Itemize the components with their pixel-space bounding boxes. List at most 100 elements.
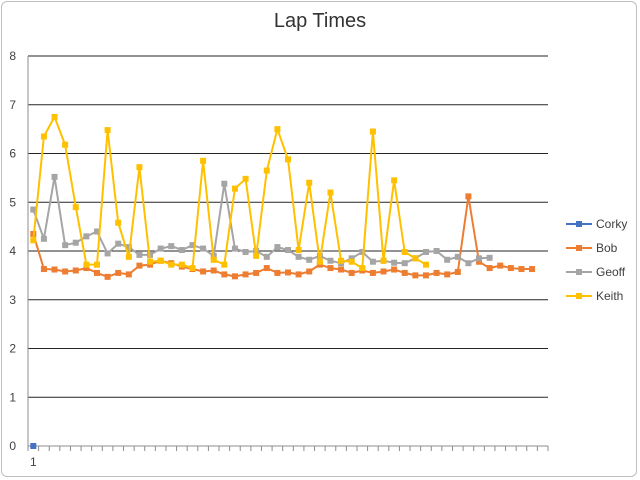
data-point-bob	[338, 266, 345, 273]
y-tick-label: 1	[9, 390, 16, 404]
data-point-geoff	[486, 254, 493, 261]
legend: Corky Bob Geoff Keith	[566, 217, 627, 303]
data-point-bob	[253, 269, 260, 276]
data-point-keith	[200, 157, 207, 164]
data-point-keith	[316, 258, 323, 265]
data-point-bob	[529, 266, 536, 273]
data-point-geoff	[295, 253, 302, 260]
data-point-geoff	[433, 248, 440, 254]
data-point-geoff	[51, 173, 58, 180]
y-tick-label: 0	[9, 439, 16, 453]
data-point-geoff	[136, 251, 143, 258]
data-point-geoff	[93, 228, 100, 235]
data-point-bob	[62, 268, 69, 275]
legend-label: Keith	[596, 289, 623, 303]
data-point-keith	[412, 255, 419, 262]
data-point-bob	[83, 265, 90, 272]
data-point-geoff	[327, 257, 334, 264]
data-point-keith	[93, 261, 100, 268]
chart-title: Lap Times	[273, 10, 367, 32]
data-point-geoff	[157, 245, 164, 252]
data-point-geoff	[422, 248, 429, 255]
series-keith	[30, 113, 429, 272]
data-point-bob	[285, 269, 291, 276]
data-point-corky	[30, 443, 37, 449]
data-point-bob	[72, 267, 79, 274]
data-point-geoff	[104, 250, 111, 257]
data-point-geoff	[62, 242, 69, 249]
data-point-geoff	[401, 260, 408, 267]
data-point-bob	[93, 269, 100, 276]
legend-entry-geoff: Geoff	[566, 265, 626, 279]
legend-entry-keith: Keith	[566, 289, 623, 303]
data-point-keith	[189, 265, 196, 272]
legend-label: Corky	[596, 217, 627, 231]
legend-marker	[576, 221, 582, 227]
data-point-geoff	[83, 233, 90, 240]
data-point-keith	[221, 261, 228, 268]
data-point-bob	[104, 273, 111, 280]
data-point-bob	[263, 265, 270, 272]
data-point-geoff	[200, 245, 207, 252]
data-point-keith	[348, 258, 355, 265]
x-axis: 1	[27, 446, 549, 469]
legend-label: Geoff	[596, 265, 626, 279]
data-point-keith	[242, 175, 249, 182]
data-point-geoff	[454, 253, 461, 260]
legend-entry-bob: Bob	[566, 241, 618, 255]
data-point-bob	[433, 269, 440, 276]
series-corky	[30, 443, 37, 449]
data-point-keith	[72, 204, 79, 211]
data-point-bob	[242, 271, 249, 278]
data-point-bob	[369, 269, 376, 276]
data-point-keith	[263, 167, 270, 174]
data-point-keith	[168, 261, 175, 268]
y-tick-label: 2	[9, 342, 16, 356]
data-point-geoff	[263, 253, 270, 260]
data-point-geoff	[221, 180, 228, 187]
data-point-bob	[444, 271, 451, 278]
data-point-bob	[518, 266, 525, 273]
data-point-geoff	[178, 247, 185, 254]
data-point-bob	[497, 262, 504, 269]
data-point-geoff	[369, 258, 376, 265]
data-point-geoff	[189, 242, 196, 249]
data-point-bob	[465, 193, 472, 200]
y-tick-label: 6	[9, 147, 16, 161]
data-point-geoff	[40, 235, 47, 242]
data-point-geoff	[72, 239, 79, 246]
y-tick-label: 5	[9, 195, 16, 209]
data-point-keith	[359, 265, 366, 272]
series-line-bob	[32, 195, 533, 278]
data-point-keith	[115, 219, 122, 226]
data-point-keith	[30, 237, 37, 244]
data-point-keith	[40, 133, 47, 140]
data-point-bob	[306, 268, 313, 275]
series-bob	[30, 193, 536, 280]
grid-lines	[28, 55, 548, 447]
data-point-bob	[125, 271, 132, 278]
data-point-keith	[157, 257, 164, 264]
data-point-keith	[104, 127, 111, 134]
data-point-keith	[136, 164, 143, 171]
data-point-keith	[306, 179, 313, 186]
data-point-geoff	[285, 247, 291, 254]
data-point-geoff	[306, 256, 313, 263]
data-point-keith	[51, 113, 58, 120]
y-tick-label: 3	[9, 293, 16, 307]
legend-marker	[576, 269, 582, 275]
data-point-keith	[125, 253, 132, 260]
data-point-bob	[454, 268, 461, 275]
data-point-bob	[210, 267, 217, 274]
data-point-keith	[338, 257, 345, 264]
data-point-bob	[486, 265, 493, 272]
legend-marker	[576, 293, 582, 299]
y-axis: 0 1 2 3 4 5 6 7 8	[9, 49, 29, 453]
data-point-geoff	[465, 260, 472, 267]
data-point-keith	[147, 258, 154, 265]
data-point-geoff	[359, 248, 366, 255]
data-point-geoff	[348, 255, 355, 262]
legend-entry-corky: Corky	[566, 217, 627, 231]
legend-marker	[576, 245, 582, 251]
data-point-bob	[380, 268, 387, 275]
